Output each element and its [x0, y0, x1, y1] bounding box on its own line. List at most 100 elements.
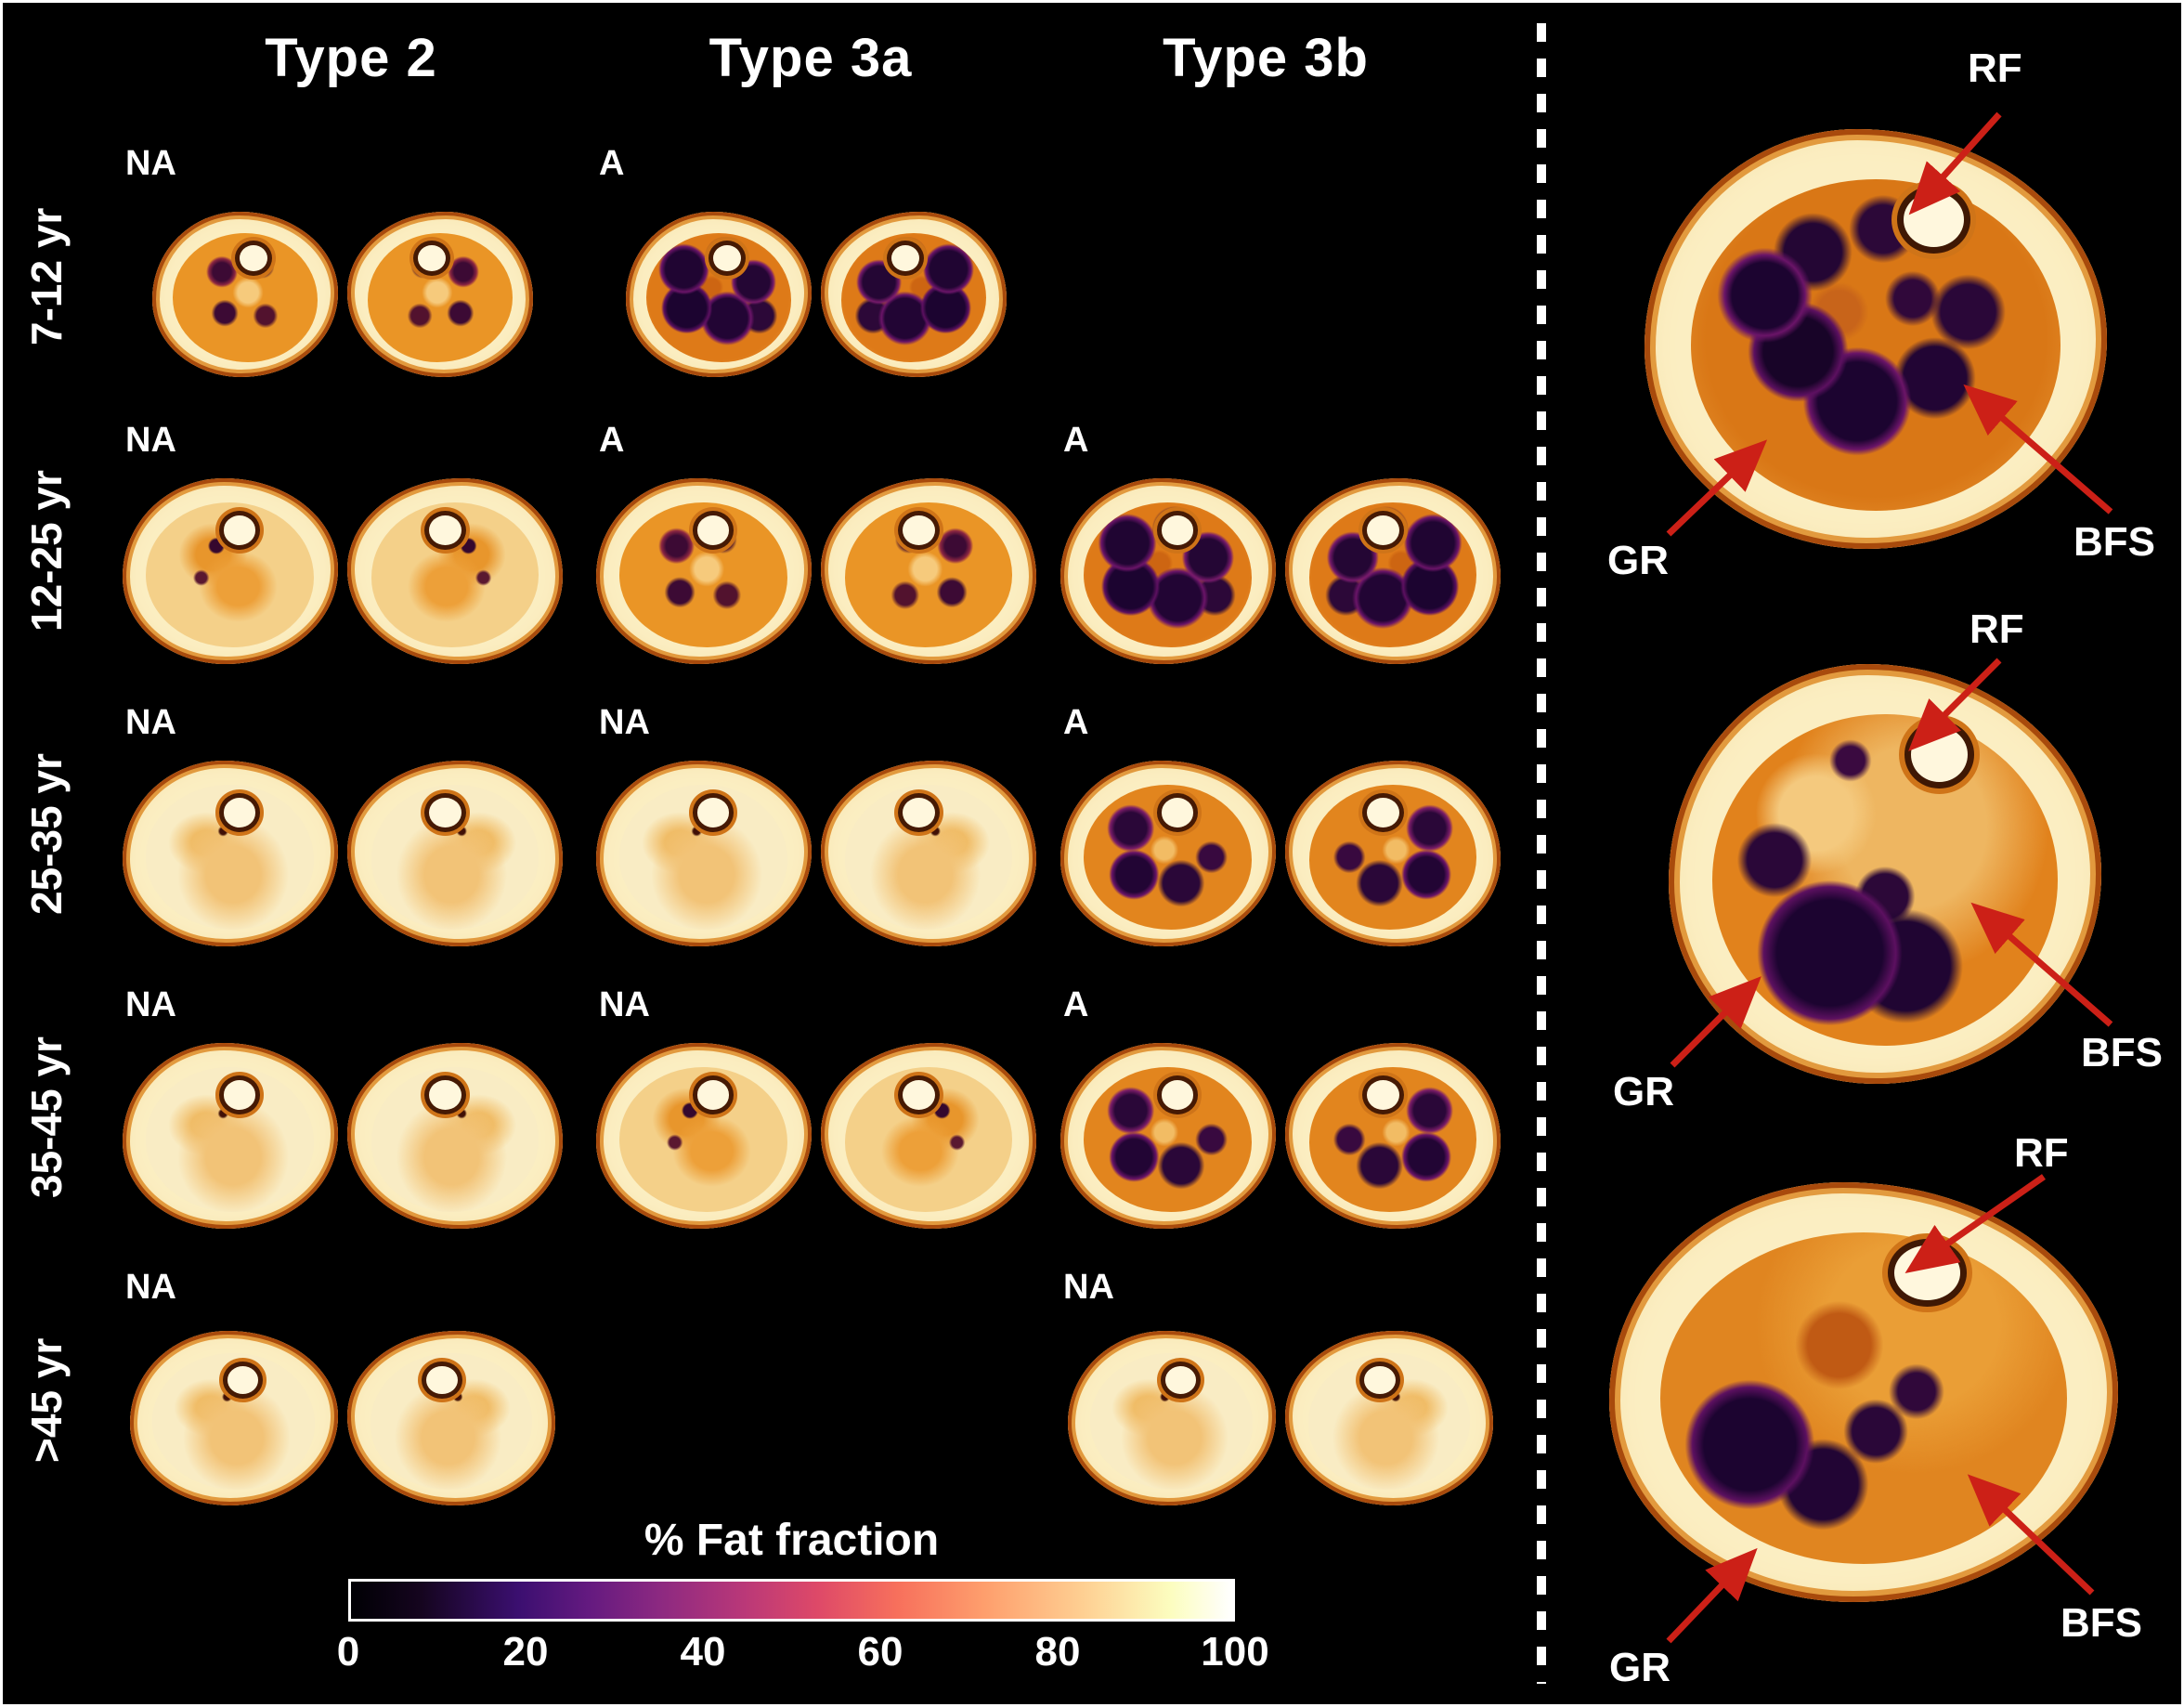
rf-label: RF: [1970, 606, 2024, 652]
mri-thigh-map: [346, 478, 563, 664]
mri-thigh-map: [122, 761, 338, 946]
mri-thigh-pair: [586, 742, 1046, 965]
dotted-divider-line: [1537, 23, 1546, 1684]
row-label-35-45yr: 35-45 yr: [22, 1036, 71, 1198]
mri-thigh-map: [625, 212, 812, 377]
zoom-panel-item-2: RF GR BFS: [1580, 605, 2181, 1127]
cell-35-45yr-type3a: NA: [586, 984, 1046, 1257]
rf-arrow-icon: [1908, 658, 2002, 751]
ambulatory-tag: NA: [1063, 1268, 1114, 1307]
zoom-panel-item-1: RF GR BFS: [1580, 29, 2181, 605]
ambulatory-tag: NA: [125, 985, 176, 1024]
mri-thigh-pair: [1050, 1307, 1510, 1530]
gr-arrow-icon: [1670, 976, 1762, 1068]
mri-thigh-map: [346, 1331, 555, 1505]
mri-thigh-map-enlarged: [1609, 1182, 2118, 1602]
ambulatory-tag: A: [1063, 703, 1089, 742]
mri-thigh-map: [129, 1331, 338, 1505]
bfs-arrow-icon: [1963, 384, 2113, 515]
gr-label: GR: [1609, 1645, 1670, 1690]
cell-over45yr-type3a-empty: [586, 1266, 1046, 1540]
colorbar-title: % Fat fraction: [644, 1516, 940, 1565]
cell-25-35yr-type2: NA: [112, 701, 572, 975]
mri-thigh-map: [595, 761, 812, 946]
mri-thigh-map: [1284, 761, 1501, 946]
gr-label: GR: [1607, 538, 1669, 583]
cell-25-35yr-type3b: A: [1050, 701, 1510, 975]
colorbar-ticks: 0 20 40 60 80 100: [337, 1629, 1269, 1685]
mri-thigh-pair: [1050, 742, 1510, 965]
column-header-type-2: Type 2: [265, 28, 437, 88]
cell-35-45yr-type2: NA: [112, 984, 572, 1257]
mri-thigh-map: [1284, 1043, 1501, 1229]
ambulatory-tag: NA: [599, 985, 650, 1024]
cell-7-12yr-type3b-empty: [1050, 142, 1510, 416]
ambulatory-tag: A: [1063, 421, 1089, 460]
bfs-label: BFS: [2060, 1600, 2142, 1646]
gr-arrow-icon: [1666, 1547, 1758, 1644]
mri-thigh-map: [1060, 478, 1276, 664]
column-header-type-3a: Type 3a: [708, 28, 913, 88]
mri-thigh-pair: [112, 1307, 572, 1530]
bfs-label: BFS: [2081, 1030, 2163, 1075]
mri-thigh-pair: [586, 1024, 1046, 1247]
column-header-type-3b: Type 3b: [1163, 28, 1369, 88]
mri-thigh-map: [346, 761, 563, 946]
ambulatory-tag: NA: [125, 1268, 176, 1307]
colorbar-tick: 0: [336, 1629, 360, 1674]
cell-7-12yr-type2: NA: [112, 142, 572, 416]
annotation-arrows: [1666, 1174, 2095, 1644]
gr-arrow-icon: [1666, 439, 1768, 537]
ambulatory-tag: NA: [125, 421, 176, 460]
ambulatory-tag: NA: [125, 144, 176, 183]
cell-12-25yr-type2: NA: [112, 419, 572, 693]
mri-thigh-map: [151, 212, 338, 377]
colorbar-gradient: [348, 1579, 1235, 1622]
rf-arrow-icon: [1908, 111, 2002, 215]
mri-thigh-map: [346, 1043, 563, 1229]
mri-thigh-map: [595, 1043, 812, 1229]
colorbar-tick: 40: [680, 1629, 726, 1674]
mri-thigh-map: [1060, 1043, 1276, 1229]
colorbar-tick: 100: [1201, 1629, 1269, 1674]
cell-over45yr-type3b: NA: [1050, 1266, 1510, 1540]
fat-fraction-colorbar: % Fat fraction 0 20 40 60 80 100: [337, 1515, 1269, 1685]
bfs-arrow-icon: [1970, 902, 2113, 1027]
ambulatory-tag: A: [1063, 985, 1089, 1024]
mri-thigh-map: [820, 212, 1007, 377]
mri-thigh-pair: [112, 742, 572, 965]
mri-thigh-pair: [112, 1024, 572, 1247]
mri-thigh-map: [820, 761, 1036, 946]
cell-35-45yr-type3b: A: [1050, 984, 1510, 1257]
mri-thigh-map: [1060, 761, 1276, 946]
ambulatory-tag: A: [599, 421, 625, 460]
mri-thigh-map: [595, 478, 812, 664]
row-label-over-45yr: >45 yr: [22, 1337, 71, 1464]
annotation-arrows: [1666, 111, 2113, 537]
mri-thigh-map: [820, 478, 1036, 664]
mri-thigh-map: [820, 1043, 1036, 1229]
mri-thigh-map: [1284, 1331, 1493, 1505]
mri-thigh-pair: [112, 183, 572, 406]
mri-thigh-pair: [1050, 1024, 1510, 1247]
ambulatory-tag: NA: [125, 703, 176, 742]
row-label-7-12yr: 7-12 yr: [22, 207, 71, 346]
rf-label: RF: [1968, 46, 2022, 91]
cell-25-35yr-type3a: NA: [586, 701, 1046, 975]
bfs-arrow-icon: [1967, 1474, 2095, 1596]
bfs-label: BFS: [2074, 519, 2155, 565]
mri-thigh-map: [122, 478, 338, 664]
mri-thigh-map: [1284, 478, 1501, 664]
annotation-arrows: [1670, 658, 2113, 1068]
mri-thigh-map: [346, 212, 533, 377]
row-label-25-35yr: 25-35 yr: [22, 753, 71, 915]
mri-thigh-pair: [586, 460, 1046, 683]
mri-thigh-map: [122, 1043, 338, 1229]
cell-12-25yr-type3b: A: [1050, 419, 1510, 693]
cell-over45yr-type2: NA: [112, 1266, 572, 1540]
rf-arrow-icon: [1904, 1174, 2046, 1273]
row-label-12-25yr: 12-25 yr: [22, 470, 71, 632]
mri-thigh-pair: [586, 183, 1046, 406]
mri-thigh-pair: [112, 460, 572, 683]
